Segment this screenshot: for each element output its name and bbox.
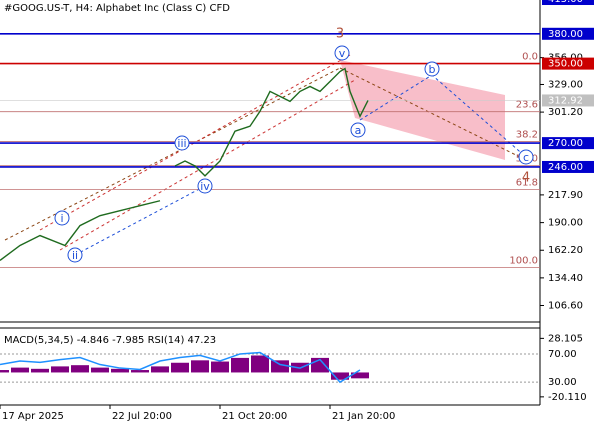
macd-bar [231, 357, 249, 373]
rsi-line [0, 351, 361, 384]
wave-label: iv [200, 180, 210, 193]
trend-line [339, 67, 527, 161]
x-tick-label: 21 Oct 20:00 [222, 411, 287, 422]
level-label: 270.00 [548, 138, 583, 149]
macd-bar [191, 360, 209, 373]
macd-bar [151, 366, 169, 373]
level-box [542, 27, 594, 40]
fib-label: 0.0 [522, 52, 538, 63]
x-tick-label: 22 Jul 20:00 [112, 411, 172, 422]
level-label: 415.00 [548, 0, 583, 5]
macd-bar [111, 368, 129, 373]
y2-tick-label: 30.00 [548, 377, 577, 388]
wave-label: i [60, 212, 63, 225]
macd-bar [251, 355, 269, 373]
macd-bar [331, 372, 349, 380]
fib-label: 38.2 [516, 129, 538, 140]
y-tick-label: 162.20 [548, 245, 583, 256]
macd-bar [0, 370, 9, 373]
wave-label: 3 [336, 27, 344, 42]
fib-label: 100.0 [509, 255, 538, 266]
wave-marker [518, 149, 534, 165]
x-tick-label: 21 Jan 20:00 [332, 411, 395, 422]
wave-marker [67, 247, 83, 263]
macd-bar [131, 370, 149, 373]
level-box [542, 137, 594, 150]
y-tick-label: 217.90 [548, 190, 583, 201]
macd-bar [171, 362, 189, 373]
wave-marker [197, 178, 213, 194]
wave-label: ii [72, 249, 78, 262]
macd-bar [31, 368, 49, 373]
wave-label: 4 [522, 171, 530, 186]
y-tick-label: 28.105 [548, 333, 583, 344]
channel-line [39, 54, 351, 231]
wave-label: v [339, 47, 346, 60]
wave-marker [424, 61, 440, 77]
macd-bar [91, 367, 109, 373]
current-box [542, 94, 594, 107]
wave-marker [54, 210, 70, 226]
wave-label: c [523, 151, 529, 164]
x-tick-label: 17 Apr 2025 [2, 411, 64, 422]
wave-label: a [355, 124, 362, 137]
y-tick-label: -20.110 [548, 392, 587, 403]
indicator-title: MACD(5,34,5) -4.846 -7.985 RSI(14) 47.23 [4, 335, 216, 346]
fib-label: 23.6 [516, 100, 538, 111]
level-label: 246.00 [548, 162, 583, 173]
wave-label: b [429, 63, 436, 76]
y-tick-label: 329.00 [548, 79, 583, 90]
macd-bar [71, 365, 89, 373]
level-label: 380.00 [548, 29, 583, 40]
wave-label: iii [177, 137, 186, 150]
y-tick-label: 106.60 [548, 301, 583, 312]
y-tick-label: 134.40 [548, 273, 583, 284]
wave-marker [174, 135, 190, 151]
wave-marker [334, 45, 350, 61]
y-tick-label: 301.20 [548, 107, 583, 118]
wave-line [74, 185, 206, 256]
level-box [542, 0, 594, 6]
channel-line [59, 79, 356, 251]
level-box [542, 57, 594, 70]
macd-bar [271, 360, 289, 373]
level-box [542, 160, 594, 173]
fib-label: 61.8 [516, 178, 538, 189]
price-line [0, 67, 369, 261]
target-channel [340, 60, 505, 160]
macd-bar [351, 372, 369, 379]
wave-marker [350, 122, 366, 138]
macd-bar [51, 366, 69, 373]
y-tick-label: 190.00 [548, 218, 583, 229]
current-label: 312.92 [548, 95, 583, 106]
macd-bar [11, 367, 29, 373]
level-label: 350.00 [548, 59, 583, 70]
macd-bar [211, 361, 229, 373]
chart-title: #GOOG.US-T, H4: Alphabet Inc (Class C) C… [4, 3, 230, 14]
y2-tick-label: 70.00 [548, 349, 577, 360]
